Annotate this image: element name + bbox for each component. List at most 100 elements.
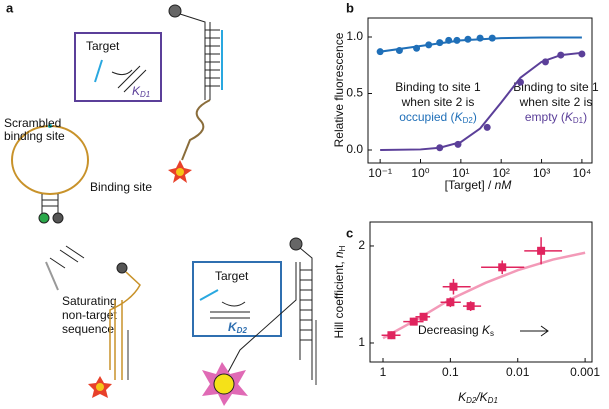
quencher — [116, 262, 128, 274]
y-axis-label: Relative fluorescence — [332, 32, 346, 147]
t: s — [490, 329, 494, 338]
x-tick-label: 10² — [493, 166, 510, 180]
t: /K — [475, 390, 488, 404]
annotation: Decreasing Ks — [418, 323, 494, 338]
t: K — [458, 390, 467, 404]
k-label: KD1 — [132, 84, 150, 99]
y-tick-label: 2 — [358, 238, 365, 252]
point — [446, 298, 455, 307]
panel-label: b — [346, 0, 354, 15]
annotation-line: Binding to site 1 — [395, 80, 481, 94]
point — [395, 47, 403, 55]
t: n — [332, 251, 346, 258]
t: K — [565, 110, 574, 124]
quencher — [52, 212, 64, 224]
point — [376, 48, 384, 56]
t: ) — [583, 110, 587, 124]
tail — [181, 99, 211, 161]
x-axis-label: [Target] / nM — [445, 178, 512, 192]
fit-line — [380, 51, 583, 152]
k-label: KD2 — [228, 320, 247, 335]
point — [578, 50, 586, 58]
x-axis-label: KD2/KD1 — [458, 390, 498, 405]
t: ) — [473, 110, 477, 124]
point — [537, 246, 546, 255]
point — [454, 140, 462, 148]
k-sub: D1 — [140, 90, 150, 99]
t: D1 — [488, 396, 498, 405]
point — [445, 36, 453, 44]
t: H — [338, 245, 347, 251]
point — [413, 44, 421, 52]
point — [483, 123, 491, 131]
t: K — [455, 110, 464, 124]
y-tick-label: 0.0 — [346, 142, 363, 156]
y-axis-label: Hill coefficient, nH — [332, 245, 347, 338]
x-tick-label: 10⁻¹ — [368, 166, 392, 180]
probe — [224, 247, 313, 380]
dot — [48, 124, 52, 128]
fluorophore — [176, 168, 184, 176]
annotation-line: Binding to site 1 — [513, 80, 599, 94]
x-tick-label: 1 — [380, 365, 387, 379]
point — [488, 34, 496, 42]
point — [464, 35, 472, 43]
k: K — [132, 84, 141, 98]
point — [425, 41, 433, 49]
k: K — [228, 320, 238, 334]
label: non-target — [62, 308, 117, 322]
quencher — [289, 237, 303, 251]
x-tick-label: 0.1 — [442, 365, 459, 379]
plot-frame — [369, 221, 593, 363]
point — [516, 78, 524, 86]
label: Saturating — [62, 294, 117, 308]
box-title: Target — [215, 269, 249, 283]
t: Decreasing — [418, 323, 482, 337]
point — [541, 58, 549, 66]
t: empty ( — [525, 110, 565, 124]
x-tick-label: 10⁴ — [573, 166, 592, 180]
non-target-strand — [45, 261, 59, 291]
label: Binding site — [90, 180, 152, 194]
stem — [41, 194, 59, 214]
plot-frame — [367, 17, 593, 164]
fluorophore — [38, 212, 50, 224]
quencher — [168, 4, 182, 18]
point — [409, 317, 418, 326]
point — [436, 39, 444, 47]
t: nM — [495, 178, 512, 192]
label: Scrambled — [4, 116, 61, 130]
point — [449, 282, 458, 291]
point — [466, 302, 475, 311]
t: D2 — [463, 116, 474, 125]
fluorophore — [96, 383, 104, 391]
point — [419, 312, 428, 321]
t: K — [482, 323, 491, 337]
box — [192, 261, 282, 337]
y-tick-label: 0.5 — [346, 86, 363, 100]
t: [Target] / — [445, 178, 495, 192]
annotation: Binding to site 1 when site 2 is occupie… — [395, 80, 599, 125]
x-tick-label: 10⁰ — [411, 166, 429, 180]
x-tick-label: 0.001 — [570, 365, 600, 379]
arrows — [111, 65, 147, 93]
y-tick-label: 1.0 — [346, 29, 363, 43]
point — [557, 51, 565, 59]
point — [476, 34, 484, 42]
hairpin — [179, 13, 211, 100]
ladder — [205, 29, 220, 87]
ladder — [300, 269, 312, 341]
annotation-line: when site 2 is — [519, 95, 593, 109]
label: sequence — [62, 322, 114, 336]
box-title: Target — [86, 39, 120, 53]
annotation-line: empty (KD1) — [525, 110, 587, 125]
box — [74, 32, 162, 102]
fluorophore — [213, 373, 235, 395]
panel-label: a — [6, 0, 14, 15]
x-tick-label: 10¹ — [452, 166, 469, 180]
x-tick-label: 10³ — [533, 166, 550, 180]
y-tick-label: 1 — [358, 335, 365, 349]
t: D1 — [573, 116, 584, 125]
probe — [109, 271, 141, 380]
